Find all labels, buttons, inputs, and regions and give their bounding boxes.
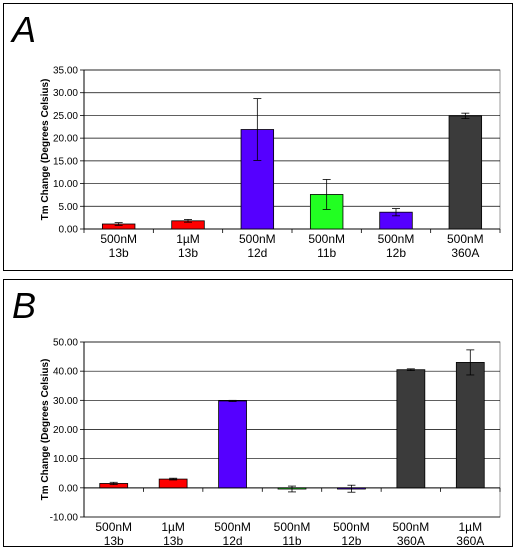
x-tick-label-line1: 500nM — [214, 520, 251, 534]
y-tick-label: 40.00 — [53, 367, 78, 378]
y-tick-label: 30.00 — [53, 88, 78, 99]
chart-panel-a: A 0.00 5.00 10.00 15.00 20.00 25.00 30.00 35.00… — [3, 3, 513, 271]
x-tick-label-line1: 500nM — [393, 520, 430, 534]
x-tick-label-line1: 500nM — [333, 520, 370, 534]
y-tick-label: 5.00 — [59, 202, 79, 213]
y-tick-label: 0.00 — [59, 483, 79, 494]
bar — [396, 369, 426, 489]
x-tick-label-line1: 500nM — [308, 232, 345, 246]
y-tick-label: 35.00 — [53, 66, 78, 77]
x-tick-label-line2: 360A — [456, 534, 484, 548]
panel-letter-b: B — [12, 285, 37, 326]
y-axis-label: Tm Change (Degrees Celsius) — [40, 79, 51, 221]
chart-panel-b: B -10.00 0.00 10.00 20.00 30.00 40.00 50.00 500… — [3, 279, 513, 548]
bar — [455, 362, 485, 489]
y-tick-label: 25.00 — [53, 111, 78, 122]
x-tick-label-line1: 1µM — [161, 520, 185, 534]
x-tick-label-line2: 360A — [451, 246, 479, 260]
y-tick-label: 0.00 — [59, 225, 79, 236]
x-tick-label-line2: 12b — [341, 534, 361, 548]
plot-area — [83, 69, 501, 230]
bar — [158, 478, 188, 489]
x-tick-label-line2: 360A — [397, 534, 425, 548]
x-tick-label-line2: 13b — [163, 534, 183, 548]
x-tick-label-line1: 1µM — [458, 520, 482, 534]
x-tick-label-line1: 500nM — [95, 520, 132, 534]
y-tick-label: -10.00 — [50, 513, 79, 524]
bar — [240, 129, 275, 230]
bar — [448, 115, 483, 230]
x-tick-label-line2: 12b — [386, 246, 406, 260]
x-tick-label-line2: 13b — [109, 246, 129, 260]
x-tick-label-line2: 11b — [282, 534, 301, 548]
y-tick-label: 50.00 — [53, 338, 78, 349]
y-tick-label: 10.00 — [53, 454, 78, 465]
bar-chart-a: 0.00 5.00 10.00 15.00 20.00 25.00 30.00 35.00 50… — [40, 66, 501, 260]
x-tick-label-line1: 500nM — [447, 232, 484, 246]
x-tick-label-line1: 500nM — [378, 232, 415, 246]
y-tick-label: 20.00 — [53, 425, 78, 436]
y-tick-label: 30.00 — [53, 396, 78, 407]
bar — [218, 400, 247, 489]
y-tick-label: 20.00 — [53, 134, 78, 145]
x-tick-label-line2: 13b — [104, 534, 124, 548]
bar-chart-b: -10.00 0.00 10.00 20.00 30.00 40.00 50.00 500nM… — [40, 338, 501, 548]
panel-letter-a: A — [12, 9, 37, 50]
y-axis-label: Tm Change (Degrees Celsius) — [40, 359, 51, 501]
x-tick-label-line2: 13b — [178, 246, 198, 260]
x-tick-label-line2: 12d — [247, 246, 267, 260]
x-tick-label-line1: 1µM — [176, 232, 200, 246]
y-tick-label: 15.00 — [53, 156, 78, 167]
x-tick-label-line1: 500nM — [100, 232, 137, 246]
x-tick-label-line1: 500nM — [239, 232, 276, 246]
x-tick-label-line1: 500nM — [274, 520, 311, 534]
x-tick-label-line2: 12d — [223, 534, 243, 548]
y-tick-label: 10.00 — [53, 179, 78, 190]
x-tick-label-line2: 11b — [317, 246, 336, 260]
